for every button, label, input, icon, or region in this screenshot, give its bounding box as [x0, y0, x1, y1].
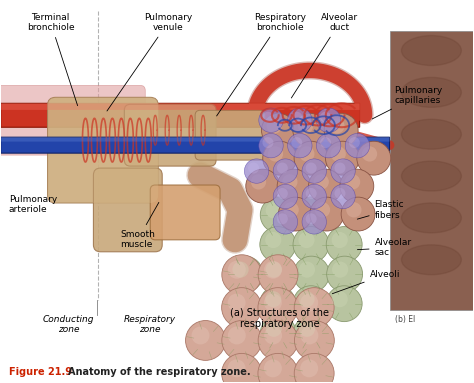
Text: Pulmonary
arteriole: Pulmonary arteriole — [9, 195, 57, 214]
Text: Figure 21.9: Figure 21.9 — [9, 367, 72, 377]
Circle shape — [340, 169, 374, 203]
Text: (a) Structures of the
respiratory zone: (a) Structures of the respiratory zone — [230, 308, 329, 329]
Circle shape — [245, 159, 269, 183]
Circle shape — [258, 354, 298, 383]
Circle shape — [349, 137, 360, 148]
Circle shape — [362, 146, 377, 162]
Circle shape — [299, 291, 315, 307]
Circle shape — [222, 354, 262, 383]
Circle shape — [260, 197, 296, 233]
Circle shape — [265, 202, 282, 219]
Circle shape — [260, 227, 296, 262]
Circle shape — [299, 262, 315, 278]
Circle shape — [326, 286, 362, 322]
Circle shape — [294, 141, 328, 175]
Circle shape — [259, 133, 283, 158]
Circle shape — [327, 256, 363, 292]
Circle shape — [294, 288, 334, 327]
Circle shape — [293, 113, 327, 147]
Circle shape — [227, 256, 263, 292]
Circle shape — [331, 184, 355, 209]
Circle shape — [260, 256, 296, 292]
FancyBboxPatch shape — [0, 85, 145, 155]
Circle shape — [300, 294, 318, 311]
Ellipse shape — [401, 77, 461, 107]
Circle shape — [228, 261, 246, 279]
FancyBboxPatch shape — [0, 137, 390, 153]
Circle shape — [335, 162, 346, 173]
Circle shape — [263, 141, 297, 175]
Text: Pulmonary
capillaries: Pulmonary capillaries — [372, 86, 443, 119]
Circle shape — [310, 197, 344, 231]
Circle shape — [299, 202, 315, 219]
Text: Respiratory
bronchiole: Respiratory bronchiole — [217, 13, 306, 116]
Ellipse shape — [401, 36, 461, 65]
Circle shape — [273, 210, 298, 234]
Circle shape — [258, 321, 298, 360]
Circle shape — [185, 321, 226, 360]
Circle shape — [291, 137, 302, 148]
Circle shape — [326, 227, 362, 262]
Text: Alveolar
sac: Alveolar sac — [357, 238, 412, 257]
Text: Respiratory
zone: Respiratory zone — [124, 314, 176, 334]
Circle shape — [277, 188, 288, 199]
Circle shape — [278, 197, 312, 231]
Circle shape — [357, 141, 391, 175]
Text: Alveolar
duct: Alveolar duct — [292, 13, 358, 98]
Circle shape — [222, 255, 262, 295]
Circle shape — [330, 146, 346, 162]
Circle shape — [335, 188, 346, 199]
Circle shape — [299, 146, 314, 162]
Circle shape — [273, 184, 298, 209]
Circle shape — [264, 327, 282, 344]
Circle shape — [191, 327, 210, 344]
Circle shape — [326, 141, 359, 175]
Circle shape — [293, 227, 329, 262]
Circle shape — [294, 321, 334, 360]
Circle shape — [324, 113, 358, 147]
Circle shape — [314, 174, 329, 190]
Circle shape — [306, 162, 317, 173]
Circle shape — [264, 359, 282, 377]
Ellipse shape — [401, 119, 461, 149]
Circle shape — [262, 113, 295, 147]
Circle shape — [259, 108, 283, 133]
Circle shape — [298, 118, 313, 134]
Circle shape — [283, 202, 299, 218]
Circle shape — [265, 321, 282, 337]
Circle shape — [222, 288, 262, 327]
Circle shape — [288, 108, 312, 133]
Circle shape — [260, 315, 296, 351]
Ellipse shape — [401, 161, 461, 191]
Circle shape — [332, 262, 348, 278]
Circle shape — [315, 202, 330, 218]
Circle shape — [258, 288, 298, 327]
Circle shape — [332, 291, 348, 307]
Circle shape — [266, 118, 282, 134]
Circle shape — [277, 162, 288, 173]
Circle shape — [265, 291, 282, 307]
FancyBboxPatch shape — [124, 104, 216, 166]
Circle shape — [299, 321, 315, 337]
Circle shape — [277, 169, 311, 203]
Circle shape — [302, 184, 327, 209]
Circle shape — [264, 294, 282, 311]
Circle shape — [302, 210, 327, 234]
Circle shape — [293, 315, 329, 351]
Circle shape — [320, 112, 331, 123]
FancyBboxPatch shape — [0, 103, 360, 110]
Circle shape — [265, 232, 282, 248]
Circle shape — [300, 359, 318, 377]
Circle shape — [260, 286, 296, 322]
Circle shape — [329, 118, 345, 134]
Circle shape — [222, 321, 262, 360]
Circle shape — [273, 159, 298, 183]
Text: Anatomy of the respiratory zone.: Anatomy of the respiratory zone. — [69, 367, 251, 377]
Circle shape — [293, 256, 329, 292]
Ellipse shape — [401, 245, 461, 275]
Circle shape — [341, 197, 375, 231]
Circle shape — [291, 112, 302, 123]
Circle shape — [232, 262, 249, 278]
Circle shape — [265, 262, 282, 278]
